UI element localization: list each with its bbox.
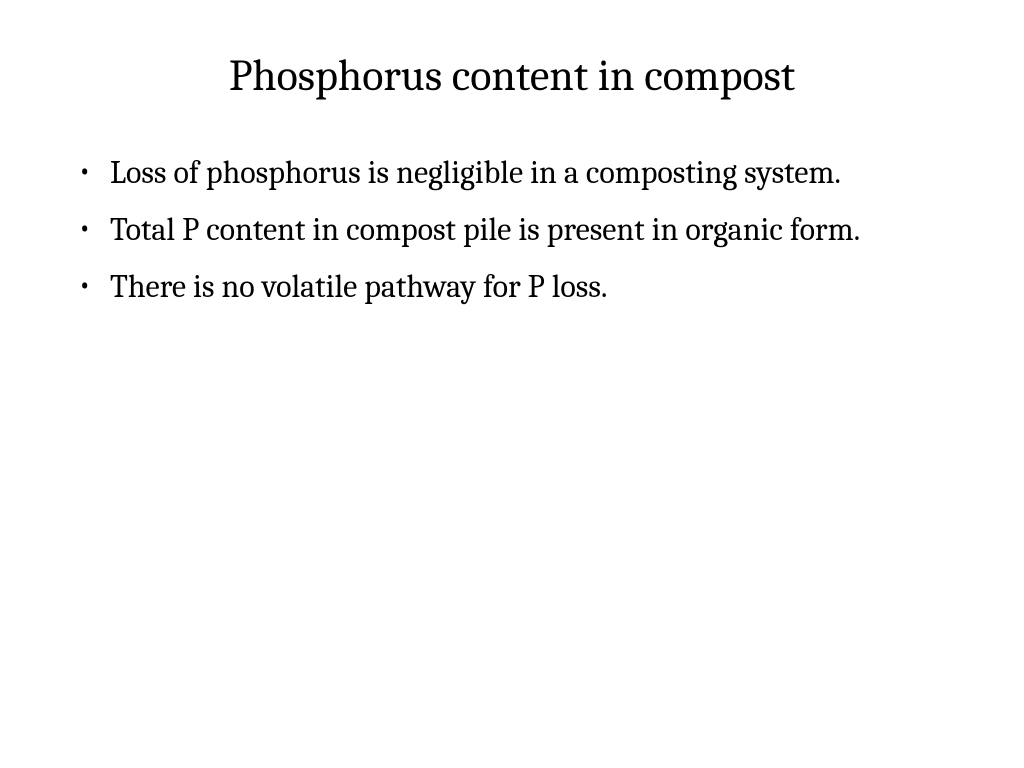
- bullet-item: Loss of phosphorus is negligible in a co…: [70, 151, 954, 194]
- bullet-list: Loss of phosphorus is negligible in a co…: [70, 151, 954, 309]
- slide-title: Phosphorus content in compost: [70, 50, 954, 101]
- bullet-item: Total P content in compost pile is prese…: [70, 208, 954, 251]
- bullet-item: There is no volatile pathway for P loss.: [70, 265, 954, 308]
